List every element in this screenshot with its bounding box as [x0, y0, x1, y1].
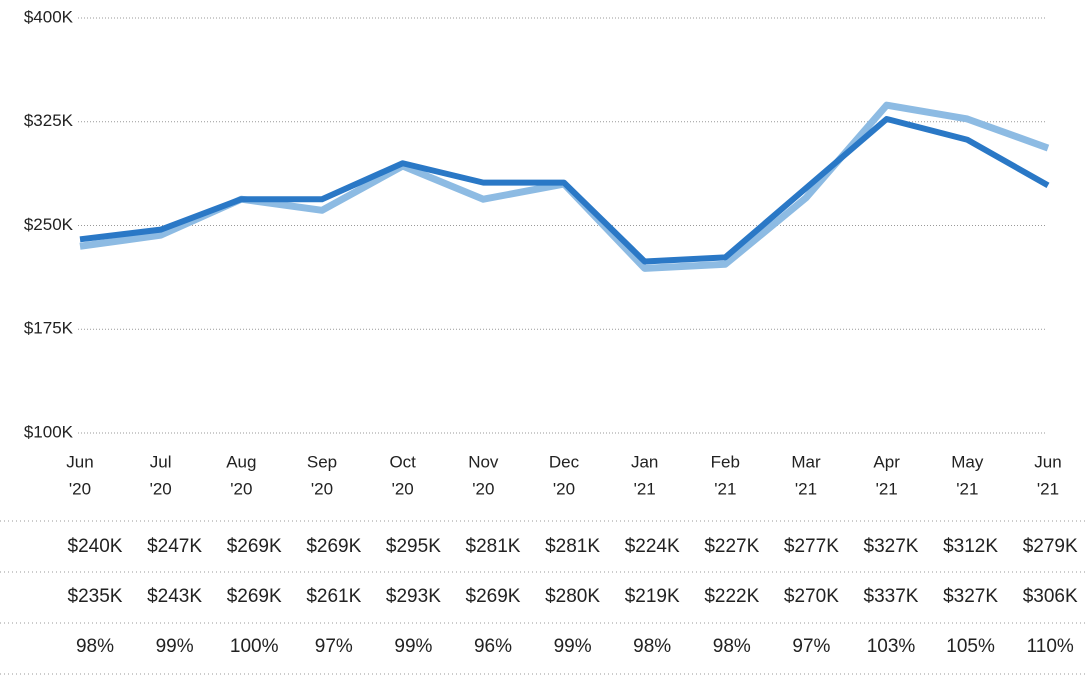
table-cell: 99% — [394, 636, 432, 657]
table-cell: 98% — [76, 636, 114, 657]
series-line — [79, 115, 1050, 265]
x-tick-label: '20 — [472, 479, 494, 498]
table-cell: 100% — [230, 636, 279, 657]
table-cell: $227K — [704, 536, 759, 557]
x-tick-label: '21 — [876, 479, 898, 498]
table-cell: $337K — [864, 586, 919, 607]
x-tick-label: May — [951, 452, 984, 471]
x-tick-label: Mar — [791, 452, 821, 471]
table-cell: 96% — [474, 636, 512, 657]
y-tick-label: $175K — [24, 319, 74, 338]
table-cell: 98% — [633, 636, 671, 657]
x-tick-label: Jun — [1034, 452, 1061, 471]
table-cell: $269K — [466, 586, 521, 607]
x-tick-label: '20 — [392, 479, 414, 498]
table-cell: 110% — [1027, 636, 1074, 657]
table-cell: 98% — [713, 636, 751, 657]
x-tick-label: '21 — [795, 479, 817, 498]
table-cell: 97% — [792, 636, 830, 657]
table-cell: $327K — [943, 586, 998, 607]
table-cell: 105% — [946, 636, 995, 657]
x-tick-label: '21 — [634, 479, 656, 498]
y-tick-label: $325K — [24, 111, 74, 130]
x-tick-label: '21 — [1037, 479, 1059, 498]
x-tick-label: Sep — [307, 452, 337, 471]
table-cell: $247K — [147, 536, 202, 557]
table-cell: $281K — [545, 536, 600, 557]
table-cell: $235K — [68, 586, 123, 607]
x-tick-label: '20 — [553, 479, 575, 498]
table-cell: $281K — [466, 536, 521, 557]
table-cell: $269K — [227, 586, 282, 607]
x-tick-label: '21 — [956, 479, 978, 498]
x-tick-label: Nov — [468, 452, 499, 471]
table-cell: $280K — [545, 586, 600, 607]
table-cell: $312K — [943, 536, 998, 557]
table-cell: $277K — [784, 536, 839, 557]
table-cell: $279K — [1023, 536, 1078, 557]
y-tick-label: $100K — [24, 422, 74, 441]
table-cell: $327K — [864, 536, 919, 557]
table-cell: $306K — [1023, 586, 1078, 607]
x-tick-label: '20 — [69, 479, 91, 498]
table-cell: 99% — [156, 636, 194, 657]
table-cell: $222K — [704, 586, 759, 607]
table-cell: $219K — [625, 586, 680, 607]
table-cell: $295K — [386, 536, 441, 557]
x-tick-label: Apr — [873, 452, 900, 471]
table-cell: $293K — [386, 586, 441, 607]
x-tick-label: '20 — [311, 479, 333, 498]
x-tick-label: Oct — [389, 452, 416, 471]
y-tick-label: $250K — [24, 215, 74, 234]
table-cell: 103% — [867, 636, 916, 657]
table-cell: $270K — [784, 586, 839, 607]
x-tick-label: Aug — [226, 452, 256, 471]
x-tick-label: Jun — [66, 452, 93, 471]
table-cell: $269K — [227, 536, 282, 557]
table-cell: $224K — [625, 536, 680, 557]
x-tick-label: '20 — [150, 479, 172, 498]
table-cell: $269K — [306, 536, 361, 557]
table-cell: $243K — [147, 586, 202, 607]
table-cell: $240K — [68, 536, 123, 557]
table-cell: 99% — [554, 636, 592, 657]
table-cell: 97% — [315, 636, 353, 657]
x-tick-label: Dec — [549, 452, 580, 471]
x-tick-label: Jul — [150, 452, 172, 471]
x-tick-label: Feb — [711, 452, 740, 471]
x-tick-label: Jan — [631, 452, 658, 471]
x-tick-label: '20 — [230, 479, 252, 498]
y-tick-label: $400K — [24, 7, 74, 26]
x-tick-label: '21 — [714, 479, 736, 498]
table-cell: $261K — [306, 586, 361, 607]
